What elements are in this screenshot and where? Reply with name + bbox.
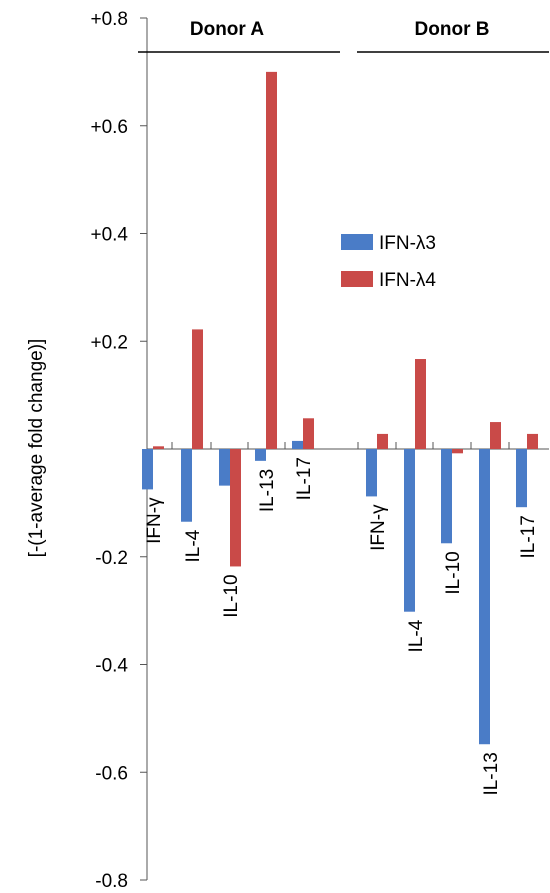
category-label: IFN-γ xyxy=(144,497,165,544)
bar-ifn-lambda3 xyxy=(366,449,377,497)
legend-label: IFN-λ3 xyxy=(379,233,436,254)
bar-ifn-lambda4 xyxy=(230,449,241,567)
group-header-label: Donor B xyxy=(415,19,490,40)
category-label: IL-17 xyxy=(518,515,539,558)
category-label: IL-4 xyxy=(183,529,204,562)
bar-ifn-lambda4 xyxy=(153,446,164,449)
bar-ifn-lambda3 xyxy=(219,449,230,486)
bar-ifn-lambda4 xyxy=(377,433,388,449)
bar-ifn-lambda3 xyxy=(479,449,490,745)
bar-ifn-lambda3 xyxy=(292,440,303,449)
group-header-label: Donor A xyxy=(190,19,265,40)
donor-group-headers: Donor A Donor B xyxy=(138,19,549,53)
y-tick-label: +0.4 xyxy=(90,225,128,246)
category-label: IL-10 xyxy=(443,551,464,594)
y-tick-label: +0.8 xyxy=(90,9,128,30)
y-tick-label: +0.2 xyxy=(90,332,128,353)
bar-ifn-lambda4 xyxy=(192,329,203,449)
y-tick-label: -0.8 xyxy=(95,871,128,892)
bar-ifn-lambda3 xyxy=(404,449,415,612)
bars xyxy=(142,71,538,745)
legend-swatch xyxy=(341,234,373,250)
bar-ifn-lambda4 xyxy=(527,433,538,449)
legend: IFN-λ3 IFN-λ4 xyxy=(341,233,436,291)
bar-ifn-lambda3 xyxy=(441,449,452,544)
y-axis-label: [-(1-average fold change)] xyxy=(26,339,47,558)
legend-swatch xyxy=(341,271,373,287)
bar-ifn-lambda3 xyxy=(142,449,153,490)
category-label: IL-10 xyxy=(221,574,242,617)
bar-ifn-lambda3 xyxy=(181,449,192,522)
bar-ifn-lambda4 xyxy=(266,71,277,449)
category-label: IL-13 xyxy=(481,752,502,795)
bar-ifn-lambda3 xyxy=(255,449,266,461)
y-tick-label: -0.4 xyxy=(95,656,128,677)
bar-ifn-lambda4 xyxy=(303,418,314,449)
legend-label: IFN-λ4 xyxy=(379,270,436,291)
bar-ifn-lambda4 xyxy=(490,422,501,449)
y-tick-label: -0.6 xyxy=(95,763,128,784)
category-label: IL-17 xyxy=(294,457,315,500)
y-tick-label: -0.2 xyxy=(95,548,128,569)
y-tick-label: +0.6 xyxy=(90,117,128,138)
bar-ifn-lambda4 xyxy=(452,449,463,454)
category-labels: IFN-γ IL-4 IL-10 IL-13 IL-17 IFN-γ IL-4 IL-10 IL… xyxy=(144,457,539,796)
category-label: IL-4 xyxy=(406,619,427,652)
category-label: IL-13 xyxy=(257,469,278,512)
bar-ifn-lambda4 xyxy=(415,359,426,449)
y-axis-ticks: +0.8 +0.6 +0.4 +0.2 -0.2 -0.4 -0.6 -0.8 xyxy=(90,9,510,892)
category-label: IFN-γ xyxy=(368,504,389,551)
bar-ifn-lambda3 xyxy=(516,449,527,508)
